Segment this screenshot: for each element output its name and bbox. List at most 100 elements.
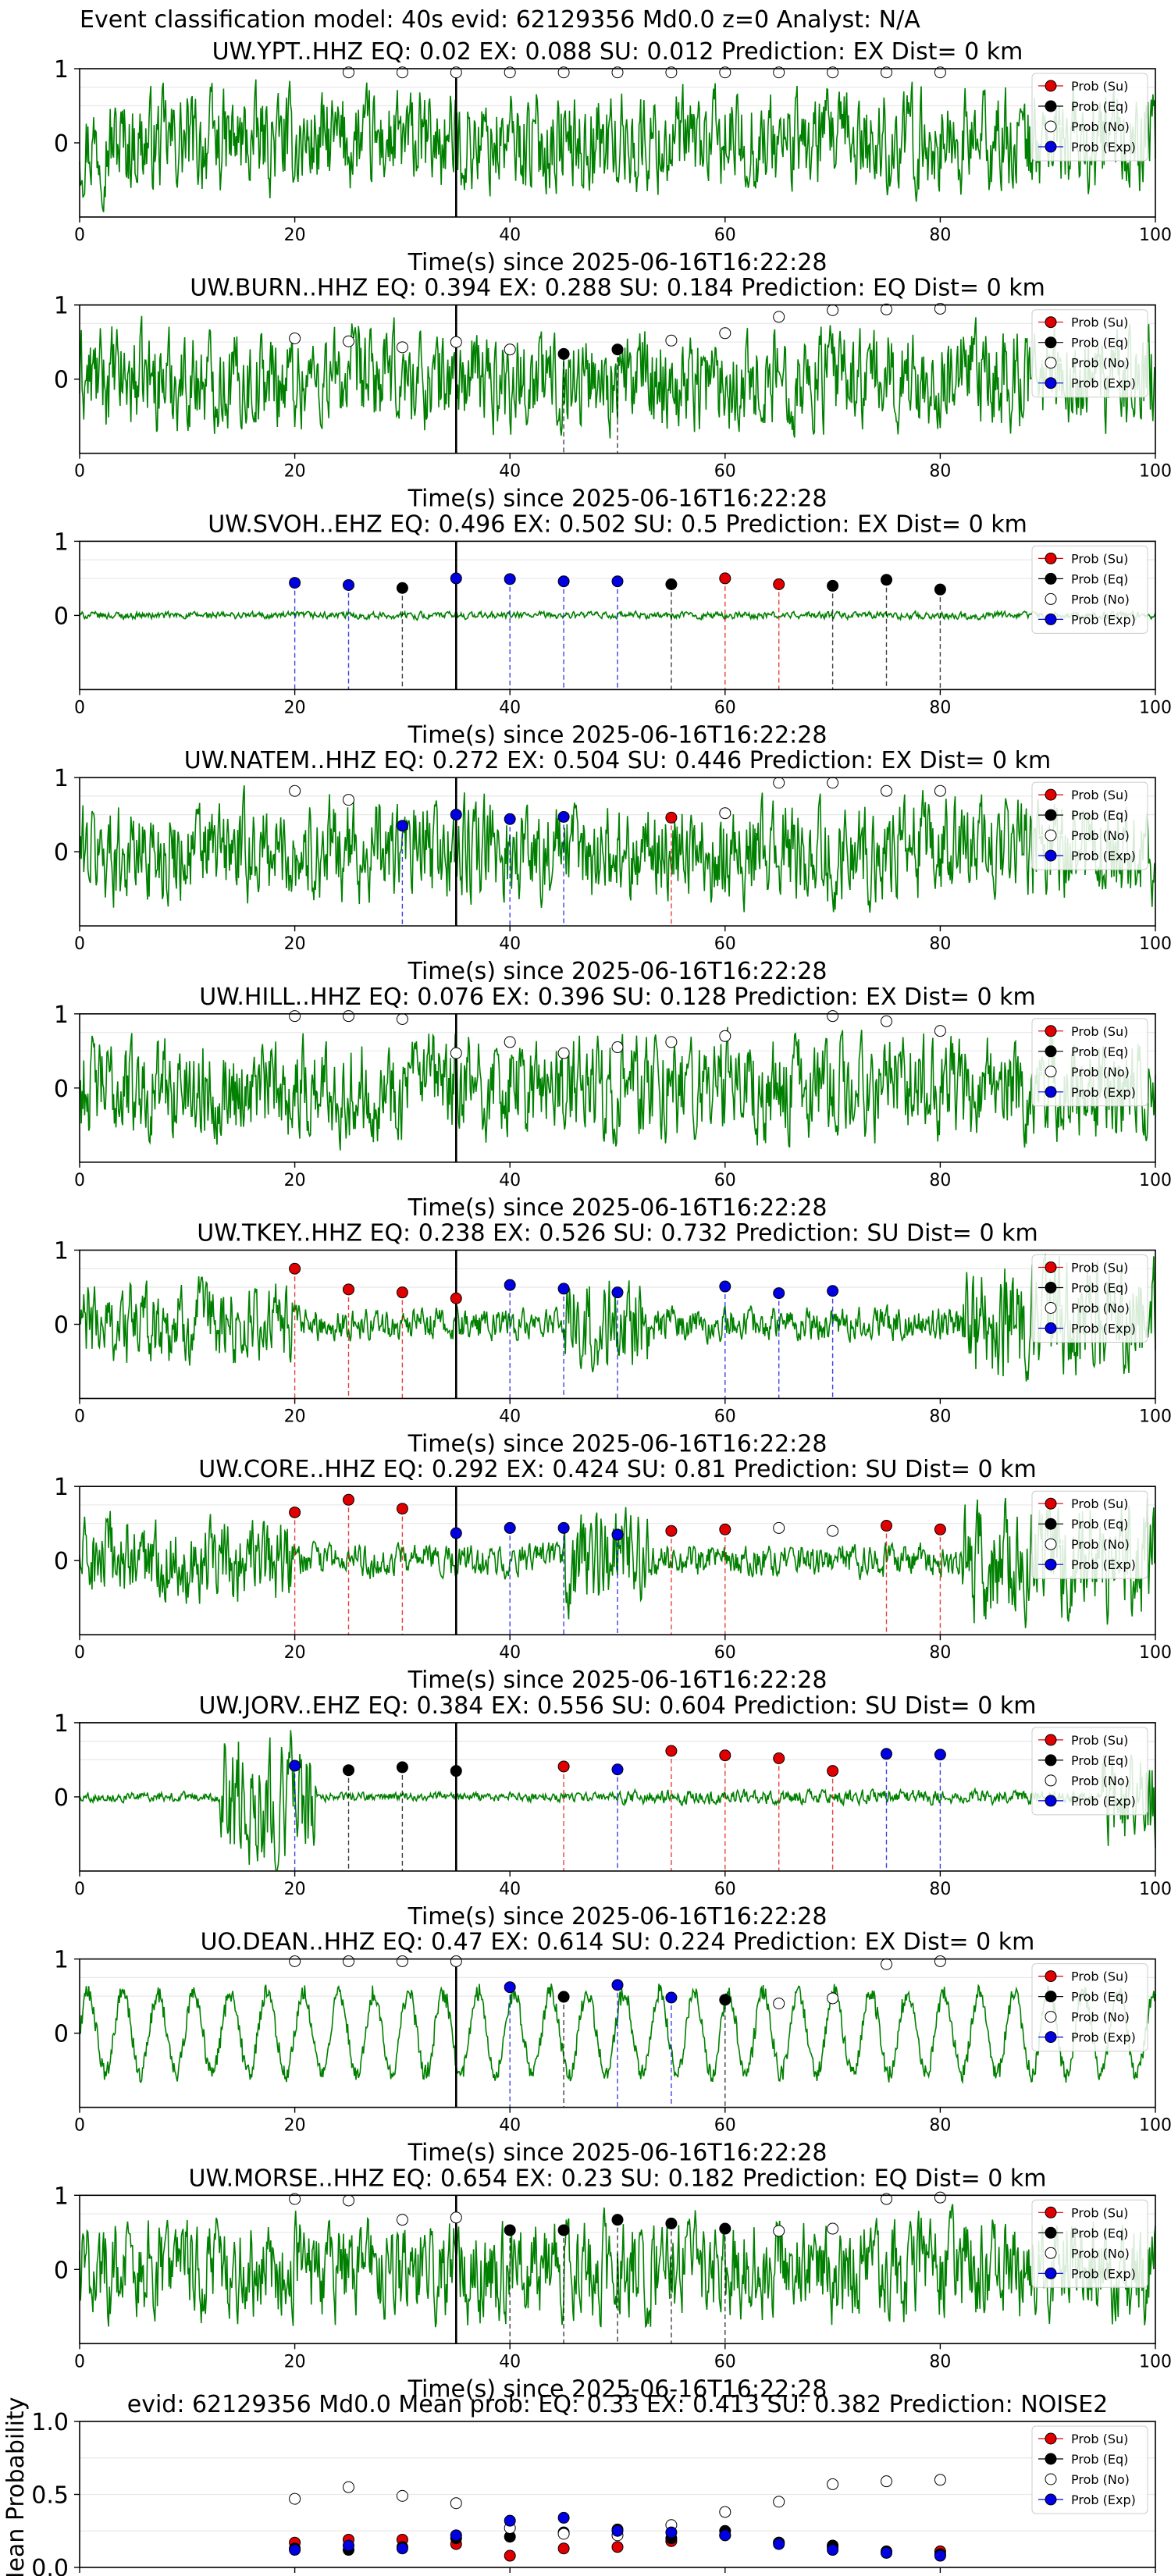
seismic-trace — [79, 1984, 1156, 2085]
prob-point-no — [827, 2478, 839, 2490]
y-tick-label: 0 — [54, 367, 69, 394]
legend-label-no: Prob (No) — [1071, 1065, 1130, 1080]
legend: Prob (Su) Prob (Eq) Prob (No) Prob (Exp) — [1031, 73, 1148, 162]
legend-label-exp: Prob (Exp) — [1071, 2266, 1136, 2281]
prob-point-no — [881, 303, 892, 315]
prob-point-no — [450, 2211, 462, 2224]
legend: Prob (Su) Prob (Eq) Prob (No) Prob (Exp) — [1031, 1727, 1148, 1816]
x-tick-label: 20 — [284, 226, 306, 245]
prob-point-exp — [719, 2529, 731, 2542]
x-tick-label: 20 — [284, 2352, 306, 2371]
x-axis-label: Time(s) since 2025-06-16T16:22:28 — [408, 1903, 828, 1930]
legend-marker-eq — [1045, 1991, 1057, 2003]
y-tick-label: 1 — [54, 2183, 69, 2210]
prob-point-eq — [611, 2214, 624, 2226]
prob-point-eq — [934, 583, 946, 596]
prob-point-su — [289, 1262, 301, 1275]
x-tick-label: 0 — [74, 698, 85, 717]
prob-point-no — [881, 2475, 892, 2488]
x-tick-label: 80 — [929, 1171, 951, 1190]
prob-point-no — [773, 311, 785, 323]
prob-point-no — [504, 1036, 516, 1048]
x-tick-label: 60 — [714, 2352, 736, 2371]
legend-label-exp: Prob (Exp) — [1071, 849, 1136, 863]
x-tick-label: 80 — [929, 226, 951, 245]
prob-point-no — [773, 2225, 785, 2237]
x-tick-label: 20 — [284, 934, 306, 954]
legend-marker-no — [1045, 1302, 1057, 1314]
x-tick-label: 100 — [1139, 934, 1171, 954]
subplot-5: UW.TKEY..HHZ EQ: 0.238 EX: 0.526 SU: 0.7… — [54, 1220, 1171, 1458]
prob-point-no — [881, 66, 892, 79]
subplot-title: UW.SVOH..EHZ EQ: 0.496 EX: 0.502 SU: 0.5… — [208, 511, 1027, 538]
legend-marker-su — [1045, 1261, 1057, 1273]
prob-point-exp — [719, 1280, 731, 1293]
x-tick-label: 100 — [1139, 462, 1171, 482]
legend-marker-no — [1045, 357, 1057, 369]
x-tick-label: 80 — [929, 1407, 951, 1427]
legend-marker-exp — [1045, 2031, 1057, 2044]
seismic-trace — [79, 1730, 1156, 1870]
legend-label-exp: Prob (Exp) — [1071, 1085, 1136, 1100]
prob-point-exp — [611, 1763, 624, 1776]
x-tick-label: 80 — [929, 698, 951, 717]
x-axis-label: Time(s) since 2025-06-16T16:22:28 — [408, 958, 828, 985]
prob-point-exp — [934, 2549, 946, 2562]
subplot-title: UW.HILL..HHZ EQ: 0.076 EX: 0.396 SU: 0.1… — [199, 984, 1036, 1011]
legend-marker-no — [1045, 829, 1057, 841]
prob-point-no — [343, 1010, 354, 1023]
prob-point-exp — [450, 2529, 462, 2542]
subplot-title: UW.CORE..HHZ EQ: 0.292 EX: 0.424 SU: 0.8… — [198, 1456, 1036, 1483]
y-tick-label: 1 — [54, 1238, 69, 1265]
prob-point-eq — [396, 582, 408, 594]
prob-point-no — [450, 1047, 462, 1059]
x-tick-label: 100 — [1139, 698, 1171, 717]
prob-point-no — [611, 1041, 624, 1054]
x-axis-label: Time(s) since 2025-06-16T16:22:28 — [408, 1667, 828, 1694]
legend-marker-su — [1045, 1025, 1057, 1037]
prob-point-exp — [289, 577, 301, 589]
legend-marker-eq — [1045, 1282, 1057, 1293]
prob-point-su — [343, 1493, 354, 1506]
legend: Prob (Su) Prob (Eq) Prob (No) Prob (Exp) — [1031, 2425, 1148, 2514]
y-tick-label: 1 — [54, 1947, 69, 1974]
prob-point-no — [665, 66, 678, 79]
x-tick-label: 20 — [284, 2116, 306, 2136]
legend-label-su: Prob (Su) — [1071, 1261, 1128, 1276]
prob-point-eq — [557, 347, 570, 360]
legend-marker-no — [1045, 2473, 1057, 2485]
legend: Prob (Su) Prob (Eq) Prob (No) Prob (Exp) — [1031, 781, 1148, 870]
x-axis-label: Time(s) since 2025-06-16T16:22:28 — [408, 1431, 828, 1458]
prob-point-no — [396, 2489, 408, 2502]
legend-label-exp: Prob (Exp) — [1071, 612, 1136, 627]
legend-marker-exp — [1045, 1086, 1057, 1098]
prob-point-exp — [827, 1285, 839, 1297]
prob-point-no — [396, 1955, 408, 1967]
prob-point-no — [289, 1955, 301, 1967]
prob-point-su — [773, 1752, 785, 1764]
prob-point-no — [450, 2497, 462, 2510]
x-tick-label: 20 — [284, 462, 306, 482]
seismic-trace — [79, 79, 1156, 212]
x-tick-label: 60 — [714, 462, 736, 482]
prob-point-exp — [504, 573, 516, 585]
legend-marker-su — [1045, 1970, 1057, 1983]
prob-point-exp — [827, 2544, 839, 2556]
legend-label-no: Prob (No) — [1071, 2246, 1130, 2261]
prob-point-exp — [504, 1981, 516, 1994]
legend-box — [1031, 1018, 1148, 1107]
prob-point-exp — [450, 809, 462, 821]
prob-point-exp — [450, 1527, 462, 1539]
x-tick-label: 40 — [499, 2352, 521, 2371]
legend-label-exp: Prob (Exp) — [1071, 2492, 1136, 2507]
prob-point-no — [504, 343, 516, 356]
prob-point-eq — [557, 2224, 570, 2236]
x-tick-label: 40 — [499, 462, 521, 482]
prob-point-exp — [773, 2538, 785, 2550]
prob-point-exp — [450, 572, 462, 585]
legend-marker-su — [1045, 1734, 1057, 1746]
subplot-8: UO.DEAN..HHZ EQ: 0.47 EX: 0.614 SU: 0.22… — [54, 1929, 1171, 2167]
x-tick-label: 80 — [929, 462, 951, 482]
x-axis-label: Time(s) since 2025-06-16T16:22:28 — [408, 1194, 828, 1222]
